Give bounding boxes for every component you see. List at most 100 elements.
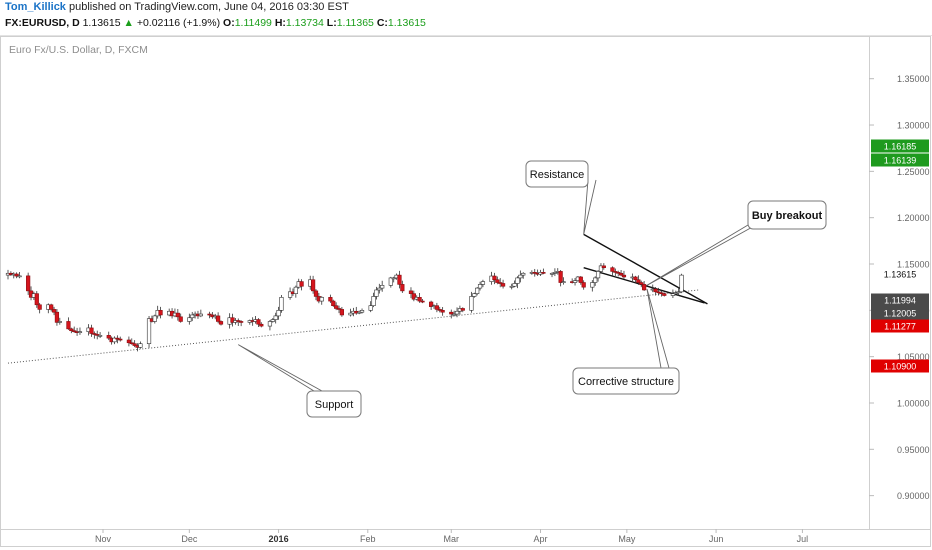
candle-body-down xyxy=(207,313,212,316)
support-box xyxy=(306,390,362,418)
low-label: L: xyxy=(326,17,337,29)
candle xyxy=(541,268,546,275)
candle-body-down xyxy=(37,304,42,310)
candle xyxy=(601,263,606,270)
candle-body-down xyxy=(434,305,439,310)
candle xyxy=(279,294,284,313)
candle-body-up xyxy=(475,287,480,294)
candle xyxy=(492,272,497,285)
candle xyxy=(69,327,74,334)
author-link[interactable]: Tom_Killick xyxy=(5,1,66,13)
price-tag-bg xyxy=(871,319,929,333)
candle xyxy=(500,279,506,289)
candle xyxy=(26,272,31,295)
candle-body-down xyxy=(334,305,339,309)
candle-body-down xyxy=(313,290,319,297)
candle-body-down xyxy=(429,301,434,307)
candle xyxy=(287,287,293,300)
candle-body-up xyxy=(276,310,281,317)
candle xyxy=(676,287,681,296)
x-tick-label: Dec xyxy=(181,534,198,544)
price-tag: 1.11277 xyxy=(871,319,929,333)
candle-body-up xyxy=(17,275,22,278)
candle-body-down xyxy=(601,265,606,269)
candle xyxy=(618,269,624,277)
candle-body-down xyxy=(460,308,465,311)
candle xyxy=(429,300,434,310)
corrective-box xyxy=(572,367,680,395)
candle xyxy=(178,313,183,323)
price-tag: 1.10900 xyxy=(871,359,929,373)
candle-body-up xyxy=(572,280,578,283)
candle xyxy=(98,332,103,339)
candle xyxy=(512,280,517,288)
price-tag: 1.12005 xyxy=(871,306,929,320)
candle xyxy=(354,306,359,315)
candle-body-up xyxy=(146,318,152,344)
y-tick-label: 1.35000 xyxy=(897,74,930,84)
price-tag-bg xyxy=(871,153,929,167)
candle xyxy=(417,292,422,303)
candle xyxy=(437,306,442,313)
candle xyxy=(14,272,19,279)
candle xyxy=(636,275,641,285)
candle-body-up xyxy=(98,335,103,337)
candle xyxy=(334,302,339,311)
candle-body-up xyxy=(380,285,385,289)
candle xyxy=(610,266,615,276)
candle xyxy=(639,280,644,288)
candle xyxy=(115,335,120,344)
candle-body-down xyxy=(397,274,402,285)
candle-body-up xyxy=(391,277,396,280)
candle xyxy=(518,270,523,283)
candle xyxy=(662,292,667,297)
candle xyxy=(616,270,621,277)
candle xyxy=(210,312,215,319)
candle-body-down xyxy=(498,282,503,284)
x-tick-label: 2016 xyxy=(269,534,289,544)
resistance-pointer xyxy=(583,179,597,235)
candle xyxy=(218,320,224,326)
candle-body-down xyxy=(656,291,661,294)
candle-body-down xyxy=(69,328,74,332)
candle xyxy=(679,273,684,294)
candle xyxy=(659,290,664,297)
candle-body-down xyxy=(66,321,71,330)
candle xyxy=(420,298,425,304)
symbol-label: FX:EURUSD, D xyxy=(5,17,80,29)
candle-body-down xyxy=(408,290,414,294)
candle-body-down xyxy=(95,334,100,336)
candle-body-up xyxy=(279,297,284,311)
chart-title: Euro Fx/U.S. Dollar, D, FXCM xyxy=(9,44,148,56)
candle xyxy=(558,269,563,287)
candle xyxy=(374,286,379,300)
candle xyxy=(236,318,241,327)
resistance-line xyxy=(583,233,708,305)
candle xyxy=(299,279,304,291)
candle-body-down xyxy=(126,339,131,344)
price-tag-text: 1.16185 xyxy=(884,142,917,152)
price-tag: 1.16139 xyxy=(871,153,929,167)
candle xyxy=(449,309,454,319)
candle-body-up xyxy=(452,313,457,316)
y-tick-label: 1.00000 xyxy=(897,398,930,408)
candle xyxy=(480,279,486,288)
candle xyxy=(642,281,647,291)
candle-body-down xyxy=(158,310,163,316)
close-value: 1.13615 xyxy=(387,17,426,29)
price-tag-text: 1.12005 xyxy=(884,309,917,319)
candle xyxy=(673,290,678,296)
candle-body-up xyxy=(267,321,273,327)
candle-body-down xyxy=(558,271,563,283)
candle-body-down xyxy=(581,282,586,288)
candle-body-down xyxy=(336,308,342,310)
candle xyxy=(259,322,264,328)
resistance-box xyxy=(525,160,589,188)
high-label: H: xyxy=(274,17,286,29)
candle xyxy=(146,316,152,348)
corrective-callout: Corrective structure xyxy=(572,288,680,395)
candle xyxy=(175,309,180,321)
candle xyxy=(380,280,385,292)
buy-pointer xyxy=(646,224,757,286)
